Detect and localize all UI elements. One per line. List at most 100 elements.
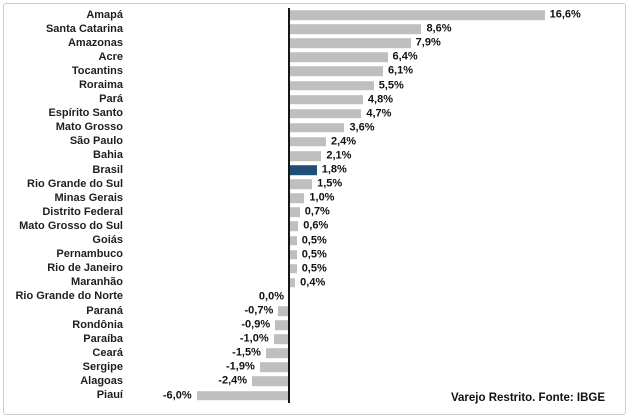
row-plot: 4,8% [127,93,608,107]
value-label: 4,7% [366,107,392,120]
row-plot: 6,1% [127,64,608,78]
row-plot: 5,5% [127,78,608,92]
chart-rows: Amapá 16,6% Santa Catarina 8,6% Amazonas 7,9%… [8,8,608,403]
chart-row: Pará 4,8% [8,93,608,107]
chart-row: Pernambuco 0,5% [8,248,608,262]
bar [273,334,289,344]
row-plot: 16,6% [127,8,608,22]
category-label: Sergipe [82,360,123,373]
category-label: Minas Gerais [54,191,123,204]
row-plot: -0,7% [127,304,608,318]
chart-row: Piauí -6,0% [8,389,608,403]
value-label: -1,0% [239,332,269,345]
chart-row: Goiás 0,5% [8,234,608,248]
chart-row: Sergipe -1,9% [8,360,608,374]
value-label: 2,1% [326,149,352,162]
value-label: 6,4% [392,50,418,63]
value-label: 6,1% [387,64,414,77]
row-plot: -6,0% [127,389,608,403]
chart-row: Rondônia -0,9% [8,318,608,332]
row-plot: -0,9% [127,318,608,332]
chart-row: Rio de Janeiro 0,5% [8,262,608,276]
chart-row: Acre 6,4% [8,50,608,64]
bar [278,306,289,316]
category-label: Santa Catarina [45,22,123,35]
bar [289,52,388,63]
chart-row: São Paulo 2,4% [8,135,608,149]
value-label: 3,6% [349,121,375,134]
bar [196,390,289,401]
row-plot: 2,4% [127,135,608,149]
bar [259,362,289,373]
row-plot: 7,9% [127,36,608,50]
bar [289,108,362,119]
value-label: 0,5% [301,234,327,247]
category-label: Piauí [96,389,123,402]
category-label: Acre [98,50,123,63]
row-plot: 3,6% [127,121,608,135]
bar [289,80,374,91]
row-plot: 0,0% [127,290,608,304]
chart-row: Brasil 1,8% [8,163,608,177]
category-label: São Paulo [69,135,123,148]
chart-row: Minas Gerais 1,0% [8,191,608,205]
chart-row: Mato Grosso 3,6% [8,121,608,135]
bar [252,376,289,387]
value-label: 2,4% [330,135,357,148]
category-label: Rio de Janeiro [47,262,123,275]
category-label: Espírito Santo [48,107,123,120]
row-plot: -1,0% [127,332,608,346]
bar [265,348,289,359]
chart-row: Amapá 16,6% [8,8,608,22]
value-label: 0,7% [304,205,330,218]
row-plot: 8,6% [127,22,608,36]
category-label: Amazonas [67,36,123,49]
bar [289,151,322,161]
value-label: 0,0% [258,290,284,303]
value-label: 4,8% [367,93,393,106]
value-label: 7,9% [415,36,441,49]
bar [275,320,289,330]
chart-row: Distrito Federal 0,7% [8,205,608,219]
chart-row: Alagoas -2,4% [8,374,608,388]
bar [289,38,411,49]
category-label: Brasil [92,163,123,176]
value-label: 0,5% [301,262,327,275]
row-plot: 1,5% [127,177,608,191]
category-label: Bahia [93,149,123,162]
value-label: -0,7% [244,304,274,317]
zero-axis-line [288,8,290,403]
bar [289,278,296,288]
value-label: 1,0% [309,191,335,204]
value-label: 16,6% [549,8,581,21]
value-label: 0,4% [300,276,326,289]
bar [289,94,363,105]
category-label: Rio Grande do Norte [15,290,123,303]
bar [289,24,422,34]
category-label: Paraná [86,304,123,317]
category-label: Ceará [92,346,123,359]
category-label: Pará [99,93,123,106]
value-label: -1,9% [226,360,255,373]
chart-row: Ceará -1,5% [8,346,608,360]
chart-row: Tocantins 6,1% [8,64,608,78]
row-plot: 0,7% [127,205,608,219]
chart-row: Amazonas 7,9% [8,36,608,50]
bar [289,179,313,189]
bar [289,221,299,232]
highlight-bar [289,165,317,175]
row-plot: -1,9% [127,360,608,374]
value-label: 1,5% [317,177,343,190]
row-plot: 6,4% [127,50,608,64]
category-label: Amapá [86,8,123,21]
bar [289,137,326,147]
category-label: Rio Grande do Sul [27,177,123,190]
row-plot: 0,5% [127,234,608,248]
bar [289,263,297,274]
chart-row: Rio Grande do Norte 0,0% [8,290,608,304]
row-plot: -1,5% [127,346,608,360]
chart-row: Maranhão 0,4% [8,276,608,290]
value-label: 0,6% [303,219,329,232]
category-label: Pernambuco [56,248,123,261]
